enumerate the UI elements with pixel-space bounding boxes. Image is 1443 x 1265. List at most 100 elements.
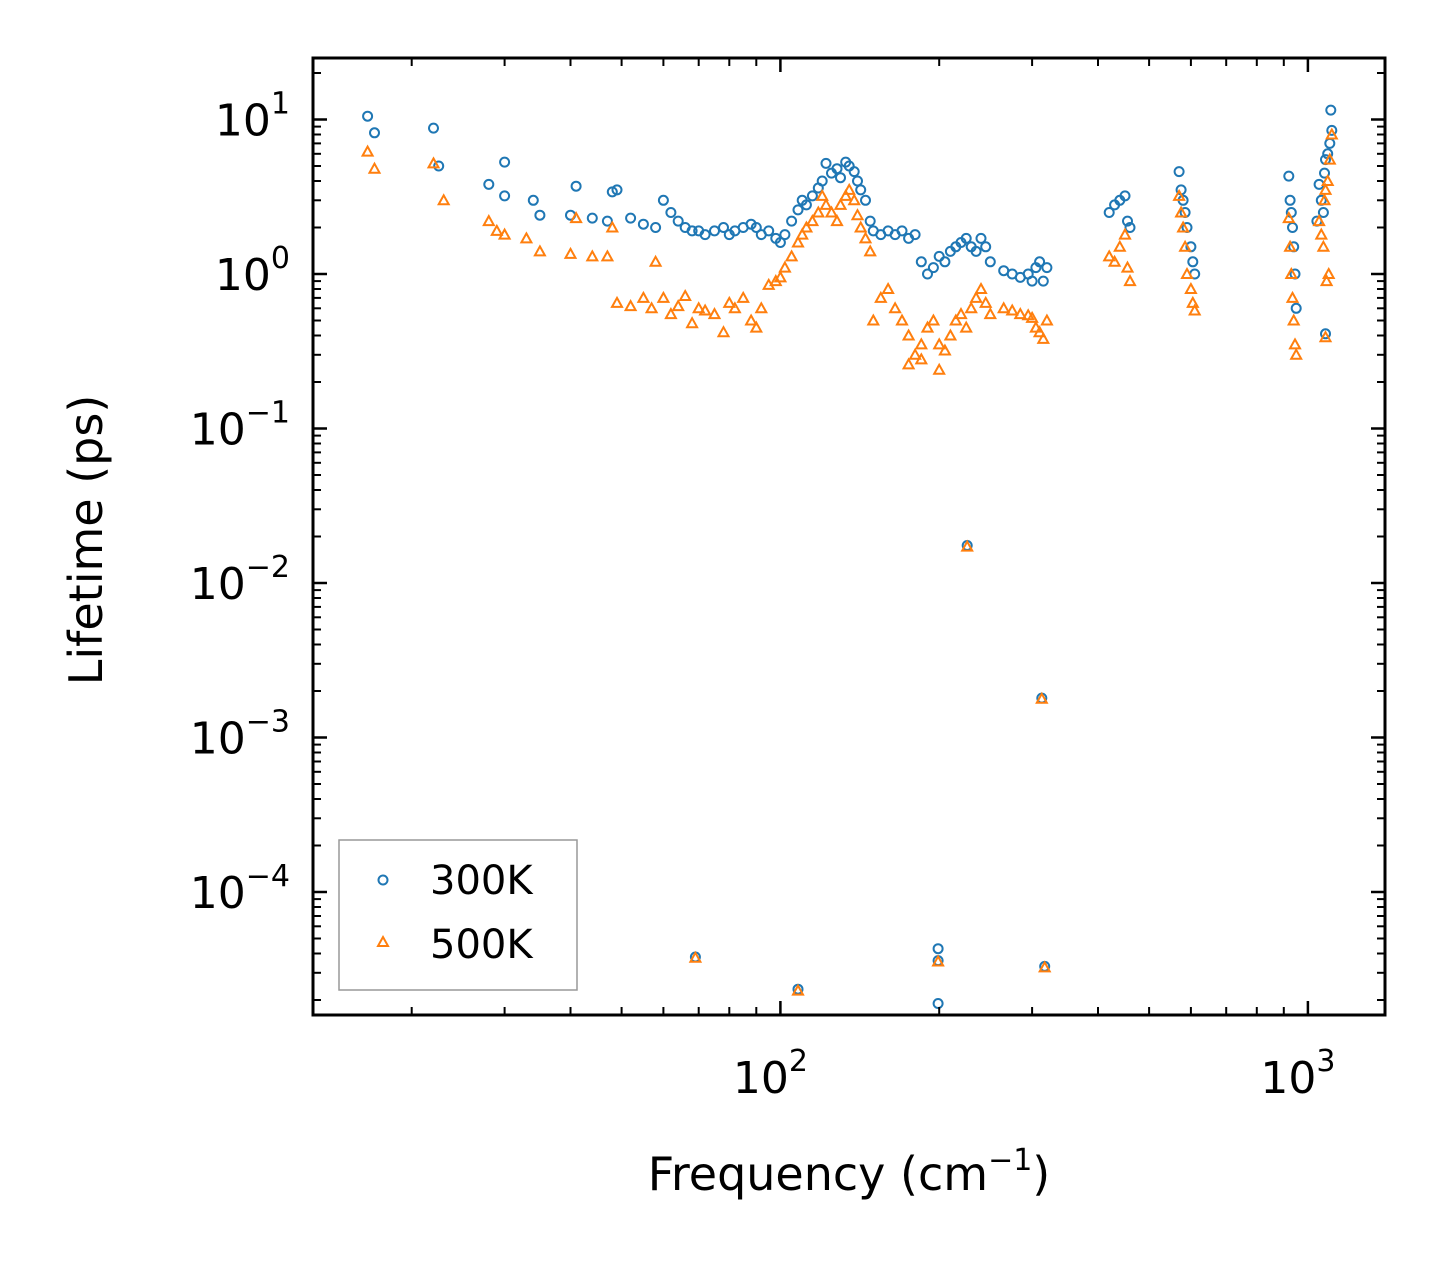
point-300k-85 [1103, 207, 1115, 218]
point-300k-26 [718, 222, 729, 233]
point-500k-16 [636, 290, 651, 303]
point-500k-105 [1284, 266, 1298, 279]
tick-labels-layer: 102 103 101 100 10−1 10−2 10−3 10−4 [190, 87, 1336, 1105]
point-300k-33 [763, 225, 775, 237]
point-500k-108 [1288, 337, 1302, 350]
point-300k-16 [637, 218, 649, 230]
point-500k-28 [722, 295, 736, 308]
point-500k-43 [811, 205, 825, 218]
point-500k-124 [791, 983, 805, 996]
legend-marker-500k [376, 934, 390, 947]
point-300k-83 [1037, 275, 1049, 287]
point-500k-73 [969, 290, 983, 303]
legend-label-300k: 300K [430, 858, 534, 904]
point-300k-46 [831, 163, 843, 175]
point-500k-29 [728, 301, 742, 314]
point-500k-49 [839, 188, 853, 201]
point-500k-110 [1312, 214, 1326, 227]
point-500k-33 [754, 301, 768, 314]
point-500k-6 [497, 227, 512, 240]
point-500k-53 [854, 220, 868, 233]
point-300k-89 [1122, 215, 1133, 227]
point-300k-90 [1124, 222, 1136, 233]
point-500k-39 [791, 235, 805, 248]
point-500k-86 [1032, 325, 1047, 338]
point-500k-97 [1176, 220, 1190, 233]
point-300k-113 [1325, 104, 1337, 116]
point-500k-59 [888, 301, 902, 314]
y-tick-label-5: 10−4 [190, 859, 290, 919]
point-500k-54 [858, 231, 873, 244]
point-500k-114 [1318, 182, 1333, 195]
point-300k-36 [779, 229, 791, 241]
point-500k-22 [678, 288, 692, 301]
y-tick-label-4: 10−3 [190, 705, 290, 765]
point-300k-114 [1326, 124, 1338, 136]
point-300k-59 [896, 225, 908, 237]
point-500k-58 [881, 281, 895, 294]
point-500k-9 [563, 246, 578, 259]
point-500k-14 [610, 295, 624, 308]
point-300k-63 [922, 268, 933, 280]
point-300k-4 [483, 178, 495, 190]
legend-box [338, 839, 578, 991]
point-300k-99 [1283, 170, 1295, 182]
point-500k-67 [938, 343, 952, 356]
point-300k-7 [527, 194, 539, 206]
point-300k-38 [792, 204, 804, 216]
x-axis-label-exponent: −1 [988, 1143, 1032, 1178]
point-500k-32 [749, 320, 763, 333]
point-300k-72 [970, 245, 982, 257]
point-500k-7 [519, 231, 534, 244]
point-300k-75 [984, 256, 996, 268]
point-500k-1 [367, 161, 382, 174]
point-500k-91 [1113, 239, 1127, 252]
point-500k-38 [784, 249, 799, 262]
point-300k-66 [939, 256, 951, 268]
point-300k-19 [665, 207, 677, 218]
point-300k-12 [601, 215, 613, 227]
point-300k-43 [816, 175, 828, 187]
point-500k-81 [1005, 303, 1019, 316]
y-tick-label-0: 101 [215, 87, 290, 147]
point-500k-11 [585, 249, 599, 262]
point-500k-50 [842, 182, 856, 195]
point-500k-119 [1319, 274, 1334, 287]
point-500k-70 [954, 307, 968, 320]
point-300k-18 [657, 194, 669, 206]
legend-label-500k: 500K [430, 922, 534, 968]
point-500k-63 [914, 337, 928, 350]
plot-frame [311, 56, 1387, 1017]
point-500k-42 [805, 214, 820, 227]
point-500k-47 [830, 214, 844, 227]
point-500k-2 [426, 156, 441, 169]
point-500k-15 [623, 299, 638, 312]
point-500k-51 [847, 193, 861, 206]
point-500k-44 [815, 188, 829, 201]
point-300k-80 [1026, 275, 1038, 287]
point-500k-113 [1317, 193, 1332, 206]
point-300k-31 [750, 222, 762, 233]
point-500k-75 [979, 295, 993, 308]
point-500k-89 [1102, 249, 1116, 262]
point-500k-72 [964, 301, 978, 314]
point-500k-121 [960, 539, 974, 552]
point-500k-26 [707, 307, 722, 320]
point-500k-82 [1013, 307, 1027, 320]
point-500k-90 [1107, 254, 1122, 267]
point-300k-53 [860, 194, 871, 206]
point-500k-4 [482, 214, 496, 227]
point-500k-64 [920, 320, 935, 333]
point-500k-106 [1285, 290, 1300, 303]
point-500k-23 [685, 316, 699, 329]
point-500k-18 [648, 254, 663, 267]
point-500k-87 [1036, 331, 1050, 344]
point-300k-10 [570, 180, 582, 192]
point-500k-48 [833, 197, 848, 210]
point-300k-41 [806, 190, 818, 202]
point-500k-98 [1178, 239, 1192, 252]
point-500k-0 [360, 144, 375, 157]
point-500k-61 [901, 328, 916, 341]
point-500k-60 [895, 313, 909, 326]
point-500k-62 [908, 347, 922, 360]
